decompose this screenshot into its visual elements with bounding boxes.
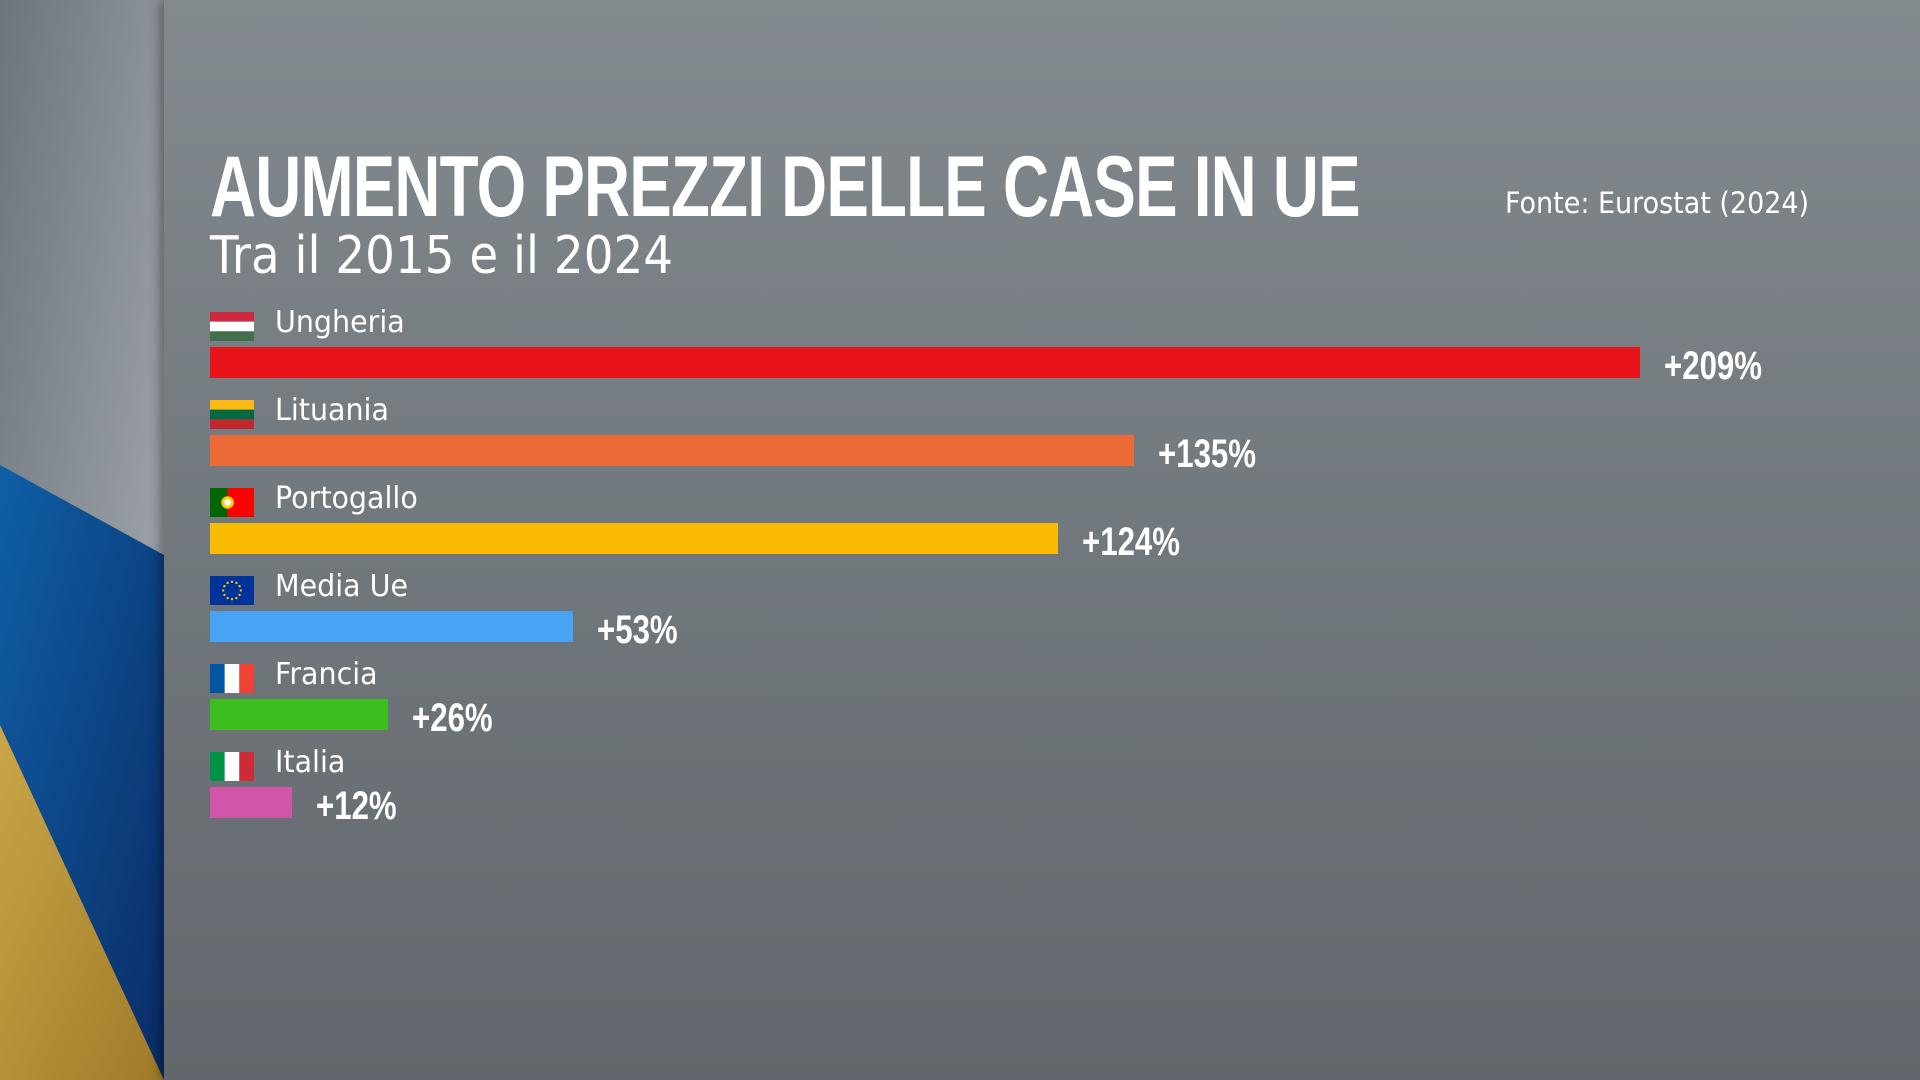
flag-eu-icon (210, 576, 254, 605)
flag-lithuania-icon (210, 400, 254, 429)
value-label: +26% (412, 696, 493, 740)
category-label: Francia (275, 657, 378, 692)
bar-row: Francia +26% (210, 657, 1810, 750)
source-note: Fonte: Eurostat (2024) (1505, 186, 1810, 220)
value-label: +12% (316, 784, 397, 828)
bar (210, 699, 388, 730)
category-label: Italia (275, 745, 346, 780)
chart-title: AUMENTO PREZZI DELLE CASE IN UE (210, 139, 1361, 235)
bar-row: Media Ue +53% (210, 569, 1810, 662)
value-label: +135% (1158, 432, 1257, 476)
flag-portugal-icon (210, 488, 254, 517)
category-label: Lituania (275, 393, 389, 428)
flag-hungary-icon (210, 312, 254, 341)
bar (210, 787, 292, 818)
chart-subtitle: Tra il 2015 e il 2024 (210, 226, 674, 286)
flag-italy-icon (210, 752, 254, 781)
value-label: +53% (597, 608, 678, 652)
bar-row: Portogallo +124% (210, 481, 1810, 574)
bar (210, 523, 1058, 554)
bar (210, 347, 1640, 378)
side-decoration (0, 0, 164, 1080)
category-label: Media Ue (275, 569, 409, 604)
bar (210, 611, 573, 642)
bar-row: Lituania +135% (210, 393, 1810, 486)
bar (210, 435, 1134, 466)
value-label: +124% (1082, 520, 1181, 564)
bar-row: Ungheria +209% (210, 305, 1810, 398)
category-label: Portogallo (275, 481, 418, 516)
value-label: +209% (1664, 344, 1763, 388)
bar-row: Italia +12% (210, 745, 1810, 838)
category-label: Ungheria (275, 305, 405, 340)
flag-france-icon (210, 664, 254, 693)
